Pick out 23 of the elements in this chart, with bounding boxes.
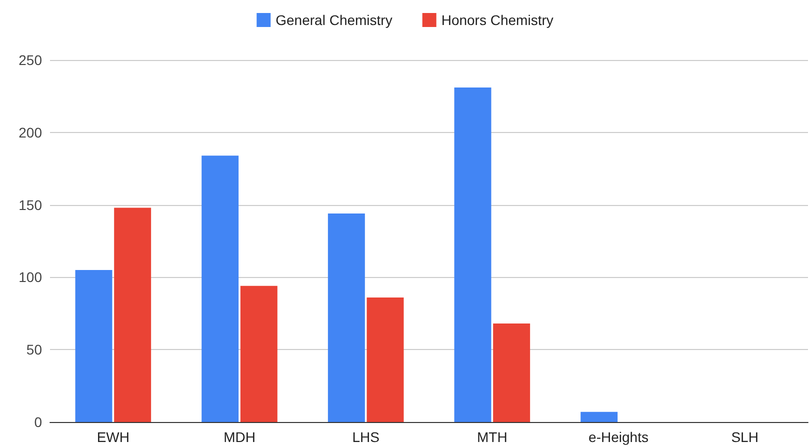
y-tick-label: 50 (26, 342, 42, 358)
bar (75, 270, 112, 422)
bar (454, 88, 492, 422)
x-tick-label: SLH (731, 429, 758, 445)
x-tick-label: e-Heights (588, 429, 648, 445)
y-tick-label: 0 (34, 414, 42, 430)
x-tick-label: LHS (352, 429, 380, 445)
bar (328, 213, 365, 422)
bar (493, 324, 530, 422)
bar (114, 208, 152, 422)
bar (366, 297, 404, 422)
x-tick-label: EWH (96, 429, 130, 445)
y-tick-label: 250 (18, 52, 42, 68)
y-tick-label: 200 (18, 124, 42, 140)
x-tick-label: MTH (477, 429, 508, 445)
y-tick-label: 100 (18, 269, 42, 286)
bar (580, 412, 618, 422)
bar (202, 156, 239, 422)
x-tick-label: MDH (224, 429, 256, 445)
legend-label: Honors Chemistry (441, 12, 554, 28)
y-tick-label: 150 (18, 196, 42, 213)
legend-label: General Chemistry (276, 12, 392, 28)
bar (240, 286, 278, 422)
